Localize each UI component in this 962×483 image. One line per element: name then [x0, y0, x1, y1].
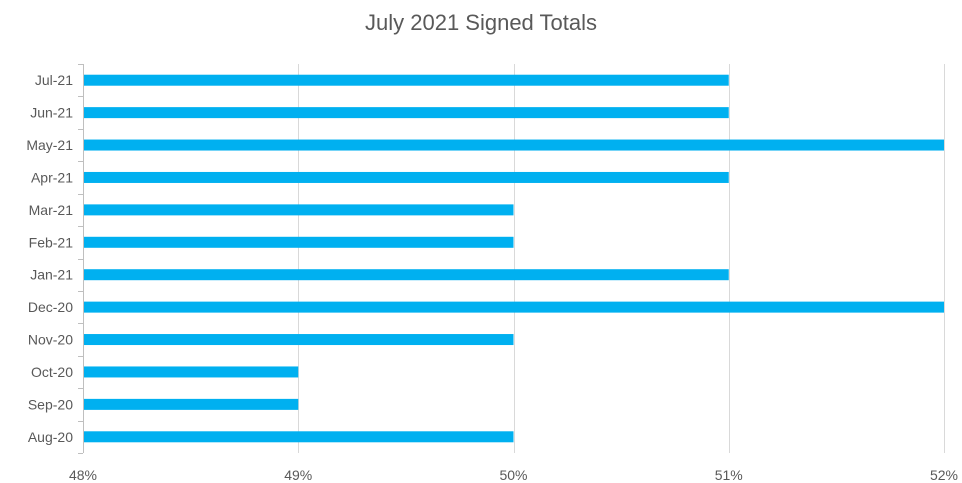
y-tick-label: Apr-21 — [31, 169, 73, 185]
bar — [84, 431, 514, 443]
bar — [84, 236, 514, 248]
x-tick-label: 50% — [499, 467, 527, 483]
y-tick-label: Jun-21 — [30, 105, 73, 121]
bar — [84, 269, 729, 281]
y-tick-label: Nov-20 — [28, 332, 73, 348]
bar — [84, 204, 514, 216]
y-tick-label: Aug-20 — [28, 429, 73, 445]
bar — [84, 139, 944, 151]
y-tick-label: May-21 — [26, 137, 73, 153]
x-tick-label: 52% — [930, 467, 958, 483]
y-tick-label: Oct-20 — [31, 364, 73, 380]
bar — [84, 107, 729, 119]
x-tick-label: 48% — [69, 467, 97, 483]
y-tick-label: Jan-21 — [30, 267, 73, 283]
x-tick-label: 51% — [715, 467, 743, 483]
bar — [84, 334, 514, 346]
bar — [84, 366, 299, 378]
y-tick-label: Sep-20 — [28, 396, 73, 412]
bar — [84, 74, 729, 86]
y-tick-label: Dec-20 — [28, 299, 73, 315]
bar — [84, 301, 944, 313]
x-tick-label: 49% — [284, 467, 312, 483]
y-tick-label: Jul-21 — [35, 72, 73, 88]
bar — [84, 398, 299, 410]
bar — [84, 171, 729, 183]
chart-title: July 2021 Signed Totals — [365, 10, 597, 35]
y-tick-label: Mar-21 — [29, 202, 74, 218]
y-tick-label: Feb-21 — [29, 234, 74, 250]
